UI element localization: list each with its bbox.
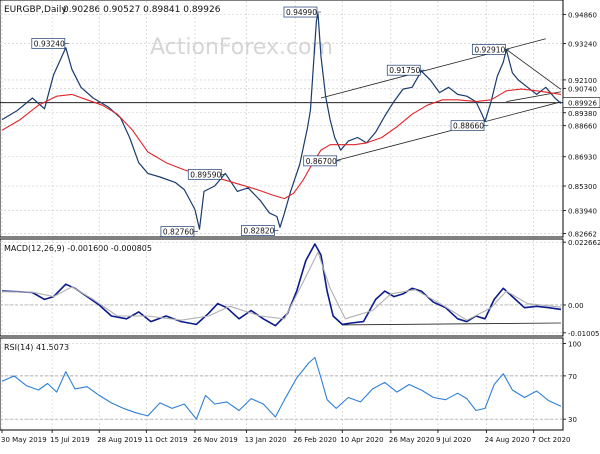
annotation-label: 0.82760 [163,228,194,237]
macd-series [1,243,562,327]
x-tick-label: 7 Oct 2020 [532,436,571,444]
annotation-label: 0.89590 [190,170,221,179]
trendline [506,49,562,90]
series-rsi [1,356,562,420]
trendline [342,322,562,326]
y-tick-label: 0.022662 [568,239,600,247]
annotation-label: 0.94990 [286,8,317,17]
series-signal [1,251,562,321]
y-tick-label: 0.83940 [568,207,597,215]
y-tick-label: 0.88660 [568,123,597,131]
x-tick-label: 30 May 2019 [1,436,47,444]
y-tick-label: -0.010052 [568,330,600,338]
rsi-panel: RSI(14) 41.5073 100 70 30 [0,337,581,431]
y-tick-label: 0.89926 [568,100,597,108]
x-tick-label: 10 Apr 2020 [340,436,383,444]
macd-title: MACD(12,26,9) -0.001600 -0.000805 [4,244,152,253]
y-tick-label: 0.89380 [568,110,597,118]
price-panel: ActionForex.com EURGBP,Daily 0.90286 0.9… [0,0,600,238]
annotation-label: 0.92910 [474,45,505,54]
y-tick-label: 0.94860 [568,11,597,19]
y-tick-label: 0.85300 [568,183,597,191]
macd-y-axis: 0.022662 0.00 -0.010052 [563,239,600,338]
x-axis: 30 May 2019 15 Jul 2019 28 Aug 2019 11 Oct … [1,430,570,444]
rsi-y-axis: 100 70 30 [563,340,581,424]
y-tick-label: 70 [568,373,577,381]
x-tick-label: 26 Feb 2020 [293,436,337,444]
y-tick-label: 0.86930 [568,154,597,162]
price-annotations: 0.93240 0.94990 0.91750 0.92910 0.89590 0.867… [31,6,510,237]
x-tick-label: 11 Oct 2019 [144,436,187,444]
x-tick-label: 24 Aug 2020 [485,436,530,444]
x-tick-label: 26 May 2020 [389,436,435,444]
macd-grid [0,240,563,335]
annotation-label: 0.86700 [306,157,337,166]
macd-panel: MACD(12,26,9) -0.001600 -0.000805 0.0226… [0,238,600,338]
price-series [1,13,562,230]
x-tick-label: 13 Jan 2020 [245,436,287,444]
rsi-series [1,356,562,420]
x-tick-label: 28 Aug 2019 [97,436,142,444]
x-tick-label: 26 Nov 2019 [193,436,238,444]
series-macd [1,243,562,327]
y-tick-label: 0.90740 [568,85,597,93]
series-price [1,13,562,230]
last-price-box [562,97,600,108]
y-tick-label: 0.92100 [568,77,597,85]
trendline [320,38,546,99]
price-panel-title: EURGBP,Daily [4,5,67,15]
y-tick-label: 0.00 [568,302,584,310]
macd-trendlines [342,322,562,326]
y-tick-label: 30 [568,416,577,424]
x-tick-label: 15 Jul 2019 [50,436,90,444]
x-tick-label: 9 Jul 2020 [436,436,471,444]
watermark: ActionForex.com [150,35,333,60]
series-moving-average [1,88,562,200]
ohlc-header: 0.90286 0.90527 0.89841 0.89926 [63,5,221,15]
rsi-title: RSI(14) 41.5073 [4,343,69,352]
y-tick-label: 0.93240 [568,40,597,48]
rsi-grid [0,339,563,429]
trendline [336,101,562,161]
annotation-label: 0.93240 [34,39,65,48]
annotation-label: 0.88660 [453,122,484,131]
annotation-label: 0.91750 [389,66,420,75]
y-tick-label: 0.82662 [568,230,597,238]
annotation-label: 0.82820 [243,227,274,236]
y-tick-label: 100 [568,340,581,348]
